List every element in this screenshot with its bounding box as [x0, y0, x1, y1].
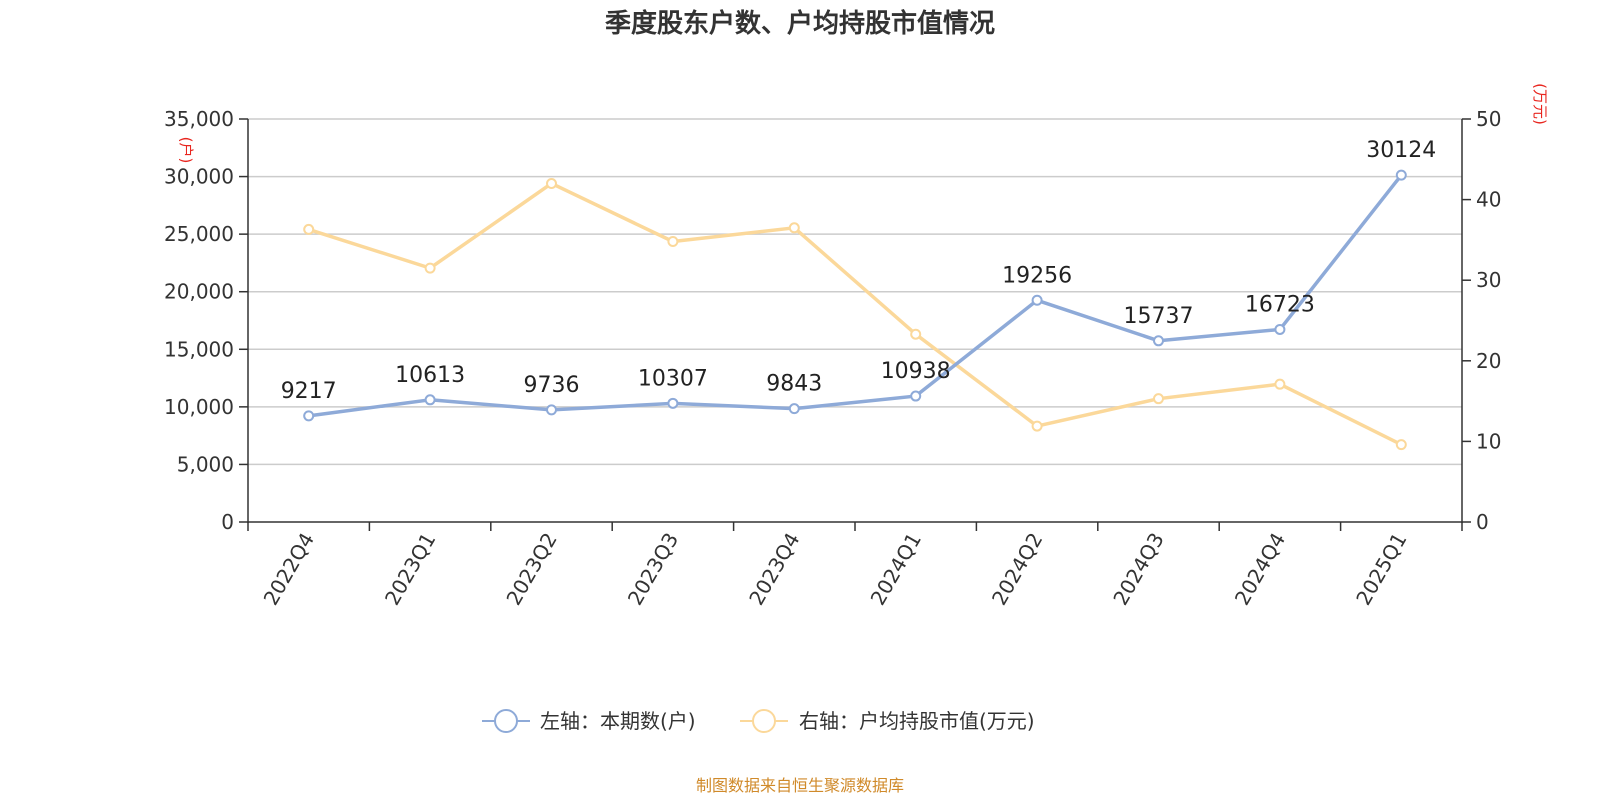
data-point — [1395, 439, 1407, 451]
data-point — [910, 390, 922, 402]
legend-label: 左轴：本期数(户) — [540, 709, 696, 733]
data-label: 10613 — [395, 363, 465, 388]
right-tick-label: 0 — [1476, 510, 1489, 534]
data-point — [546, 404, 557, 416]
data-label: 9736 — [524, 373, 580, 398]
data-point — [667, 236, 679, 248]
x-tick-label: 2023Q2 — [501, 529, 561, 610]
right-tick-label: 30 — [1476, 268, 1501, 292]
source-footer: 制图数据来自恒生聚源数据库 — [696, 776, 904, 795]
legend-marker — [494, 709, 518, 733]
series-line — [308, 181, 1403, 447]
data-label: 16723 — [1245, 292, 1315, 317]
right-tick-label: 40 — [1476, 188, 1501, 212]
data-point — [1395, 169, 1407, 181]
data-point — [1153, 335, 1164, 347]
left-tick-label: 30,000 — [164, 165, 234, 189]
x-tick-label: 2023Q3 — [623, 529, 683, 610]
legend-item[interactable]: 右轴：户均持股市值(万元) — [740, 709, 1035, 733]
x-tick-label: 2024Q1 — [866, 529, 926, 610]
data-point — [788, 403, 800, 415]
legend[interactable]: 左轴：本期数(户) 右轴：户均持股市值(万元) — [482, 709, 1035, 733]
data-point — [424, 262, 436, 274]
data-point — [1031, 294, 1043, 306]
left-tick-label: 25,000 — [164, 222, 234, 246]
axes — [247, 119, 1463, 523]
data-point — [424, 394, 436, 406]
left-tick-label: 35,000 — [164, 107, 234, 131]
data-label: 19256 — [1002, 263, 1072, 288]
data-point — [667, 397, 679, 409]
legend-marker — [752, 709, 776, 733]
data-label: 15737 — [1124, 304, 1194, 329]
left-tick-label: 0 — [221, 510, 234, 534]
data-point — [788, 222, 800, 234]
data-point — [1274, 378, 1286, 390]
x-tick-label: 2023Q4 — [744, 529, 804, 610]
data-point — [303, 223, 315, 235]
data-label: 10307 — [638, 366, 708, 391]
gridlines — [248, 118, 1462, 466]
x-tick-label: 2023Q1 — [380, 529, 440, 610]
data-label: 9217 — [281, 379, 337, 404]
series-line — [308, 174, 1403, 418]
series-layer: 9217 10613 9736 10307 9843 10938 19256 15737 167… — [281, 138, 1436, 451]
data-point — [1153, 393, 1164, 405]
left-tick-label: 10,000 — [164, 395, 234, 419]
x-tick-label: 2024Q3 — [1108, 529, 1168, 610]
x-tick-label: 2024Q2 — [987, 529, 1047, 610]
right-axis-unit: (万元) — [1531, 83, 1549, 125]
data-point — [910, 328, 922, 340]
x-tick-label: 2024Q4 — [1230, 529, 1290, 610]
left-axis-unit: (户) — [177, 137, 195, 164]
data-point — [1274, 323, 1286, 335]
x-tick-label: 2022Q4 — [259, 529, 319, 610]
data-label: 30124 — [1366, 138, 1436, 163]
left-axis-ticks: 0 5,000 10,000 15,000 20,000 25,000 30,000 35,0… — [164, 107, 248, 534]
legend-item[interactable]: 左轴：本期数(户) — [482, 709, 696, 733]
data-label: 9843 — [766, 372, 822, 397]
left-tick-label: 15,000 — [164, 337, 234, 361]
legend-label: 右轴：户均持股市值(万元) — [799, 709, 1035, 733]
x-tick-label: 2025Q1 — [1351, 529, 1411, 610]
data-point — [1031, 420, 1043, 432]
chart-title: 季度股东户数、户均持股市值情况 — [605, 8, 995, 39]
right-tick-label: 50 — [1476, 107, 1501, 131]
left-tick-label: 20,000 — [164, 280, 234, 304]
right-tick-label: 10 — [1476, 429, 1501, 453]
left-tick-label: 5,000 — [177, 452, 234, 476]
data-point — [546, 177, 557, 189]
right-axis-ticks: 0 10 20 30 40 50 — [1462, 107, 1501, 534]
x-axis-ticks: 2022Q4 2023Q1 2023Q2 2023Q3 2023Q4 2024Q1 2024… — [247, 522, 1463, 610]
data-label: 10938 — [881, 359, 951, 384]
data-point — [303, 410, 315, 422]
right-tick-label: 20 — [1476, 349, 1501, 373]
